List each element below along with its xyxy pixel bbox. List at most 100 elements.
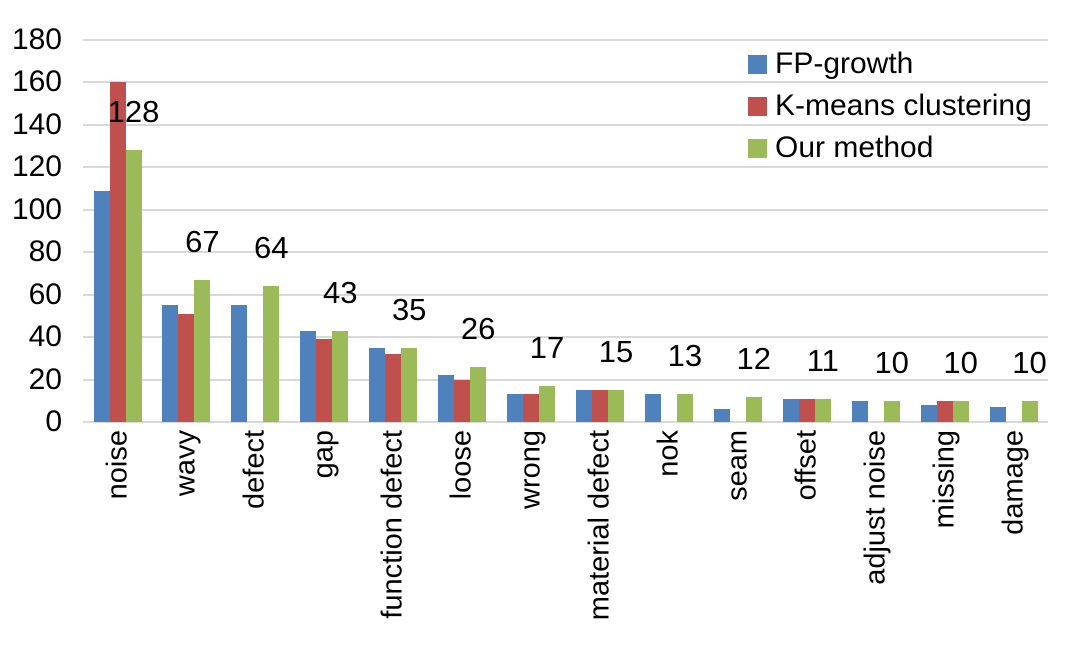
y-tick-label: 40 <box>28 320 62 354</box>
bar-fp-growth-nok <box>644 394 661 422</box>
bar-k-means-clustering-missing <box>936 400 953 422</box>
x-tick-label-loose: loose <box>445 430 478 500</box>
bar-fp-growth-loose <box>438 375 455 422</box>
x-tick-label-damage: damage <box>997 430 1029 535</box>
legend-item-fp-growth: FP-growth <box>748 47 1032 80</box>
bar-fp-growth-defect <box>231 305 248 422</box>
data-label-noise: 128 <box>107 94 160 130</box>
gridline <box>83 81 1048 84</box>
data-label-adjust-noise: 10 <box>874 344 909 380</box>
legend-swatch-our-method <box>748 138 767 158</box>
bar-fp-growth-seam <box>713 409 730 422</box>
bar-our-method-nok <box>676 394 693 422</box>
x-tick-label-nok: nok <box>652 430 685 477</box>
bar-k-means-clustering-function-defect <box>385 354 402 422</box>
x-tick-label-seam: seam <box>721 430 754 501</box>
bar-k-means-clustering-gap <box>316 339 333 422</box>
data-label-nok: 13 <box>667 338 703 374</box>
gridline <box>83 336 1048 339</box>
data-label-offset: 11 <box>806 342 839 378</box>
x-tick-label-offset: offset <box>790 430 823 501</box>
x-tick: missing <box>928 430 961 533</box>
bar-fp-growth-offset <box>782 398 799 422</box>
x-tick: gap <box>308 430 340 483</box>
legend-item-k-means-clustering: K-means clustering <box>748 89 1032 122</box>
legend-label: K-means clustering <box>775 89 1032 122</box>
x-tick: damage <box>997 430 1029 540</box>
data-label-missing: 10 <box>943 344 978 380</box>
bar-our-method-noise <box>125 150 142 422</box>
gridline <box>83 251 1048 254</box>
bar-k-means-clustering-noise <box>109 82 126 422</box>
y-tick-label: 140 <box>11 107 62 141</box>
x-tick: nok <box>652 430 685 482</box>
x-tick: wrong <box>514 430 547 514</box>
bar-our-method-wavy <box>194 279 211 422</box>
x-tick: wavy <box>169 430 202 501</box>
legend-label: Our method <box>775 131 934 164</box>
legend-swatch-k-means-clustering <box>748 96 767 116</box>
gridline <box>83 166 1048 169</box>
bar-fp-growth-gap <box>300 330 317 422</box>
bar-k-means-clustering-material-defect <box>592 390 608 422</box>
x-tick: defect <box>238 430 271 514</box>
y-tick-label: 60 <box>28 277 62 311</box>
data-label-material-defect: 15 <box>598 334 634 370</box>
bar-our-method-defect <box>263 286 280 422</box>
bar-our-method-adjust-noise <box>883 400 900 422</box>
data-label-defect: 64 <box>254 230 289 266</box>
y-tick-label: 160 <box>11 65 62 99</box>
bar-k-means-clustering-offset <box>798 398 815 422</box>
y-tick-label: 20 <box>28 362 62 396</box>
data-label-damage: 10 <box>1012 344 1047 380</box>
x-tick-label-function-defect: function defect <box>376 430 409 619</box>
bar-fp-growth-wavy <box>162 305 179 422</box>
x-tick-label-material-defect: material defect <box>583 430 616 621</box>
legend-label: FP-growth <box>775 47 914 80</box>
bar-our-method-function-defect <box>401 347 418 422</box>
y-tick-label: 180 <box>11 23 62 56</box>
x-tick: offset <box>790 430 823 505</box>
bar-fp-growth-noise <box>93 190 110 422</box>
x-tick: noise <box>101 430 133 504</box>
bar-fp-growth-wrong <box>507 394 523 422</box>
bar-fp-growth-adjust-noise <box>851 400 868 422</box>
x-tick-label-wavy: wavy <box>169 430 202 497</box>
y-tick-label: 0 <box>45 405 62 438</box>
bar-our-method-loose <box>470 366 487 422</box>
bar-k-means-clustering-loose <box>454 379 471 422</box>
x-tick-label-wrong: wrong <box>514 430 547 509</box>
legend-item-our-method: Our method <box>748 131 1032 164</box>
y-tick-label: 80 <box>28 235 62 269</box>
legend-swatch-fp-growth <box>748 54 767 74</box>
bar-our-method-seam <box>745 396 762 422</box>
gridline <box>83 378 1048 381</box>
x-tick: adjust noise <box>859 430 892 590</box>
bar-our-method-damage <box>1021 400 1038 422</box>
gridline <box>83 39 1048 41</box>
bar-our-method-gap <box>332 330 349 422</box>
data-label-wrong: 17 <box>529 329 565 365</box>
x-tick-label-adjust-noise: adjust noise <box>859 430 892 585</box>
data-label-function-defect: 35 <box>391 291 427 327</box>
bar-k-means-clustering-wavy <box>178 313 195 422</box>
bar-fp-growth-missing <box>920 405 937 422</box>
data-label-gap: 43 <box>323 274 358 310</box>
bar-k-means-clustering-wrong <box>523 394 539 422</box>
y-tick-label: 100 <box>11 192 62 226</box>
bar-fp-growth-damage <box>989 407 1006 422</box>
legend: FP-growth K-means clustering Our method <box>748 47 1032 176</box>
gridline <box>83 293 1048 296</box>
gridline <box>83 208 1048 211</box>
bar-fp-growth-function-defect <box>369 347 386 422</box>
bar-fp-growth-material-defect <box>576 390 592 422</box>
x-tick-label-defect: defect <box>238 430 271 509</box>
gridline <box>83 123 1048 126</box>
x-tick-label-missing: missing <box>928 430 961 529</box>
data-label-wavy: 67 <box>185 223 220 259</box>
data-label-loose: 26 <box>460 310 496 346</box>
x-tick: function defect <box>376 430 409 624</box>
x-tick: seam <box>721 430 754 506</box>
y-tick-label: 120 <box>11 150 62 184</box>
